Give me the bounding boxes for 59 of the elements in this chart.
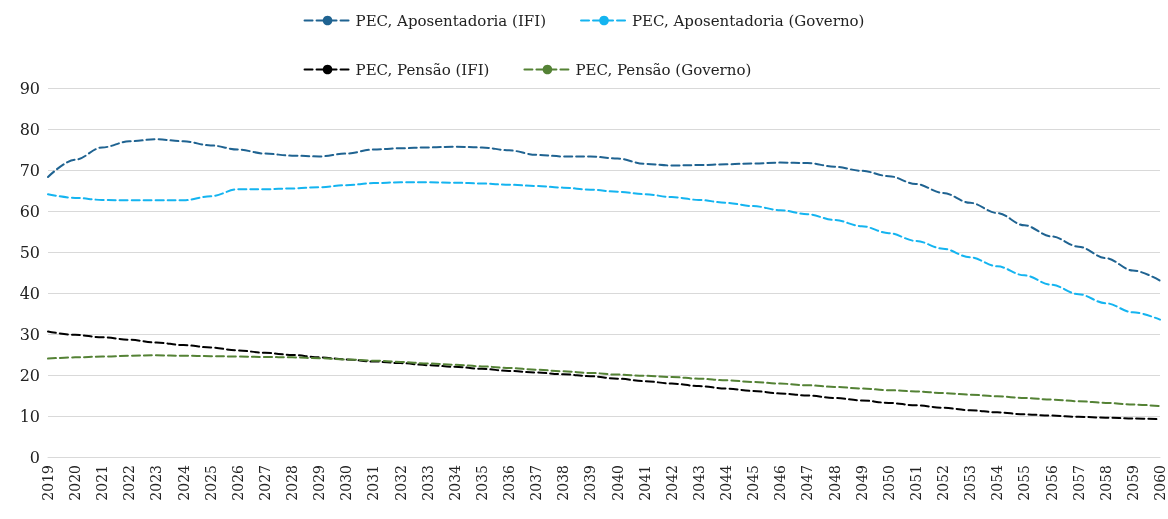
legend-label: PEC, Aposentadoria (IFI) [355, 11, 547, 30]
x-tick-label: 2042 [663, 465, 680, 501]
y-tick-label: 30 [19, 324, 40, 344]
x-tick-label: 2057 [1070, 465, 1087, 501]
legend-label: PEC, Pensão (Governo) [575, 60, 752, 79]
x-tick-label: 2060 [1152, 465, 1168, 501]
y-tick-label: 20 [19, 365, 40, 385]
x-tick-label: 2026 [229, 464, 246, 501]
x-tick-label: 2055 [1016, 465, 1033, 501]
x-tick-label: 2028 [284, 465, 301, 501]
x-tick-label: 2041 [636, 465, 653, 501]
x-tick-label: 2051 [907, 465, 924, 501]
x-tick-label: 2034 [446, 464, 463, 501]
x-tick-label: 2021 [94, 465, 111, 501]
y-tick-label: 80 [19, 119, 40, 139]
x-tick-label: 2023 [148, 465, 165, 501]
line-series [47, 354, 1161, 408]
x-tick-label: 2056 [1043, 464, 1060, 501]
x-tick-label: 2029 [311, 465, 328, 501]
x-tick-label: 2037 [528, 465, 545, 501]
legend-label: PEC, Pensão (IFI) [355, 60, 490, 79]
line-series [47, 138, 1161, 282]
x-tick-label: 2058 [1097, 465, 1114, 501]
x-tick-label: 2048 [826, 465, 843, 501]
x-tick-label: 2059 [1124, 465, 1141, 501]
x-tick-label: 2032 [392, 465, 409, 501]
y-tick-label: 0 [29, 447, 40, 467]
x-tick-label: 2038 [555, 465, 572, 501]
x-tick-label: 2024 [175, 464, 192, 501]
x-tick-label: 2027 [256, 465, 273, 501]
x-tick-label: 2047 [799, 465, 816, 501]
x-tick-label: 2049 [853, 465, 870, 501]
y-tick-label: 90 [19, 78, 40, 98]
x-tick-label: 2035 [473, 465, 490, 501]
legend-label: PEC, Aposentadoria (Governo) [632, 11, 865, 30]
x-tick-label: 2020 [67, 465, 84, 501]
x-tick-label: 2053 [962, 465, 979, 501]
x-tick-label: 2040 [609, 465, 626, 501]
x-tick-label: 2044 [718, 464, 735, 501]
x-tick-label: 2046 [772, 464, 789, 501]
x-tick-label: 2036 [501, 464, 518, 501]
x-tick-label: 2039 [582, 465, 599, 501]
x-tick-label: 2031 [365, 465, 382, 501]
x-tick-label: 2052 [935, 465, 952, 501]
x-tick-label: 2019 [40, 465, 56, 501]
x-tick-label: 2022 [121, 465, 138, 501]
x-tick-label: 2033 [419, 465, 436, 501]
y-tick-label: 50 [19, 242, 40, 262]
y-tick-label: 60 [19, 201, 40, 221]
y-tick-label: 40 [19, 283, 40, 303]
x-tick-label: 2043 [690, 465, 707, 501]
y-tick-label: 70 [19, 160, 40, 180]
x-tick-label: 2054 [989, 464, 1006, 501]
line-series [47, 181, 1161, 321]
x-tick-label: 2050 [880, 465, 897, 501]
x-tick-label: 2025 [202, 465, 219, 501]
x-tick-label: 2045 [745, 465, 762, 501]
x-tick-label: 2030 [338, 465, 355, 501]
y-tick-label: 10 [19, 406, 40, 426]
